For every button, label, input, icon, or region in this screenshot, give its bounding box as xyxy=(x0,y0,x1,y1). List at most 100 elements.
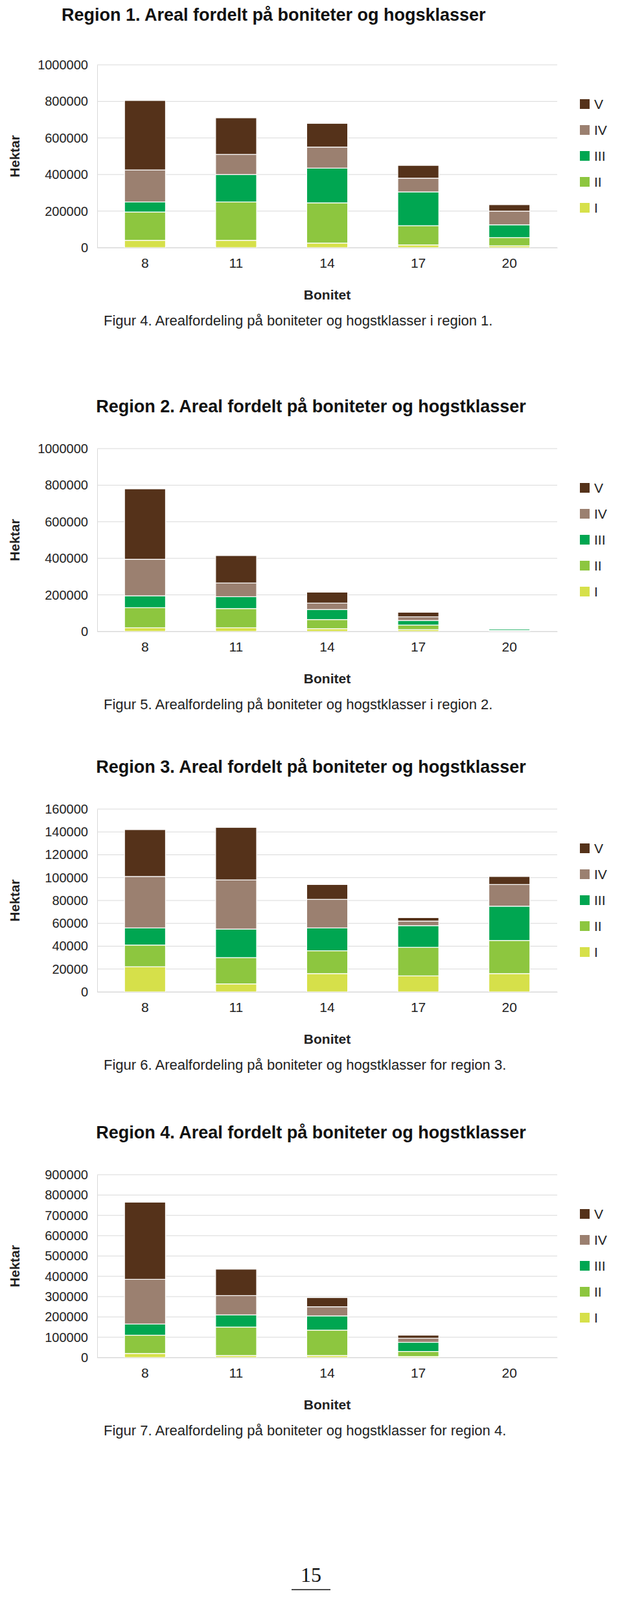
legend-item: I xyxy=(579,200,599,216)
bar-segment xyxy=(306,950,348,974)
caption: Figur 7. Arealfordeling på boniteter og … xyxy=(103,1421,507,1438)
legend-item: III xyxy=(579,1257,606,1273)
series xyxy=(124,1326,439,1356)
grid-line xyxy=(97,1174,558,1175)
x-axis-title: Bonitet xyxy=(303,670,351,686)
tick: 300000 xyxy=(44,1288,98,1303)
tick-label: 600000 xyxy=(44,130,89,146)
bar-segment xyxy=(124,488,166,560)
legend-item: II xyxy=(579,557,602,573)
tick-label: 14 xyxy=(319,999,335,1014)
tick: 700000 xyxy=(44,1207,98,1222)
axis-line xyxy=(97,631,558,632)
bar-segment xyxy=(124,1323,166,1335)
legend-item: V xyxy=(579,1205,604,1221)
tick: 800000 xyxy=(44,93,98,109)
tick-label: 17 xyxy=(410,638,426,654)
tick-label: 140000 xyxy=(44,824,89,839)
tick-label: 20 xyxy=(502,999,518,1014)
legend-swatch xyxy=(579,150,590,161)
bar-segment xyxy=(215,154,257,175)
chart-title: Region 1. Areal fordelt på boniteter og … xyxy=(61,5,486,25)
bar-segment xyxy=(215,956,257,984)
bar-segment xyxy=(489,211,530,225)
legend-item: V xyxy=(579,480,604,496)
tick-label: 400000 xyxy=(44,1268,89,1283)
tick: 20 xyxy=(502,1356,518,1380)
tick-label: 1000000 xyxy=(37,441,89,456)
legend-item: II xyxy=(579,918,602,933)
tick-label: 11 xyxy=(228,638,243,654)
tick-label: 800000 xyxy=(44,93,89,109)
legend-label: III xyxy=(594,1257,606,1273)
legend-label: III xyxy=(594,148,606,164)
tick: 20 xyxy=(502,631,518,654)
legend-label: V xyxy=(594,480,604,496)
bar-segment xyxy=(306,628,348,632)
series xyxy=(124,167,530,238)
bar-segment xyxy=(397,975,439,992)
tick: 1000000 xyxy=(37,441,98,456)
tick: 17 xyxy=(410,631,426,654)
bar-segment xyxy=(306,123,348,148)
bar-segment xyxy=(124,944,166,967)
series xyxy=(124,1201,439,1338)
bar-segment xyxy=(215,1268,257,1296)
bar-segment xyxy=(124,627,166,632)
bar-segment xyxy=(397,946,439,976)
axis-line xyxy=(97,247,558,249)
tick: 600000 xyxy=(44,130,98,146)
legend-swatch xyxy=(579,508,590,519)
chart-title: Region 2. Areal fordelt på boniteter og … xyxy=(95,396,527,416)
bar-segment xyxy=(397,920,439,926)
bar-segment xyxy=(215,174,257,202)
legend-item: II xyxy=(579,1283,602,1299)
bar-segment xyxy=(124,202,166,213)
legend-label: II xyxy=(594,1283,602,1299)
tick: 20000 xyxy=(51,961,98,976)
bar-segment xyxy=(397,1341,439,1351)
bar-segment xyxy=(306,147,348,168)
series xyxy=(124,1278,439,1342)
legend-item: I xyxy=(579,1309,599,1325)
bar-segment xyxy=(306,591,348,603)
tick: 8 xyxy=(141,991,150,1014)
tick-label: 500000 xyxy=(44,1247,89,1263)
bar-segment xyxy=(489,905,530,941)
bar-segment xyxy=(489,204,530,212)
bar-segment xyxy=(397,244,439,248)
tick: 80000 xyxy=(51,892,98,908)
y-axis-title: Hektar xyxy=(7,518,23,561)
bar-segment xyxy=(306,602,348,610)
page-number-rule xyxy=(291,1588,331,1590)
legend-item: V xyxy=(579,840,604,856)
chart: Region 1. Areal fordelt på boniteter og … xyxy=(7,5,608,329)
chart: Region 2. Areal fordelt på boniteter og … xyxy=(7,396,608,713)
tick-label: 11 xyxy=(228,1364,243,1380)
tick-label: 14 xyxy=(319,255,335,271)
bar-segment xyxy=(397,611,439,617)
grid xyxy=(97,64,558,248)
legend-item: I xyxy=(579,944,599,959)
bars xyxy=(124,826,530,992)
bar-segment xyxy=(489,630,530,632)
bar-segment xyxy=(215,627,257,632)
bar-segment xyxy=(306,1306,348,1316)
legend-swatch xyxy=(579,586,590,597)
tick-label: 200000 xyxy=(44,1308,89,1324)
bar-segment xyxy=(124,966,166,992)
tick-label: 40000 xyxy=(51,938,89,953)
tick-label: 8 xyxy=(141,999,150,1014)
caption: Figur 6. Arealfordeling på boniteter og … xyxy=(103,1056,507,1073)
legend-item: II xyxy=(579,174,602,190)
legend-item: III xyxy=(579,892,606,908)
tick-label: 8 xyxy=(141,255,150,271)
grid-line xyxy=(97,448,558,450)
bar-segment xyxy=(215,582,257,597)
bar-segment xyxy=(397,191,439,226)
legend-label: IV xyxy=(594,506,608,521)
bar-segment xyxy=(397,225,439,245)
bar-segment xyxy=(124,100,166,170)
tick-label: 800000 xyxy=(44,1186,89,1202)
grid-line xyxy=(97,1234,558,1236)
